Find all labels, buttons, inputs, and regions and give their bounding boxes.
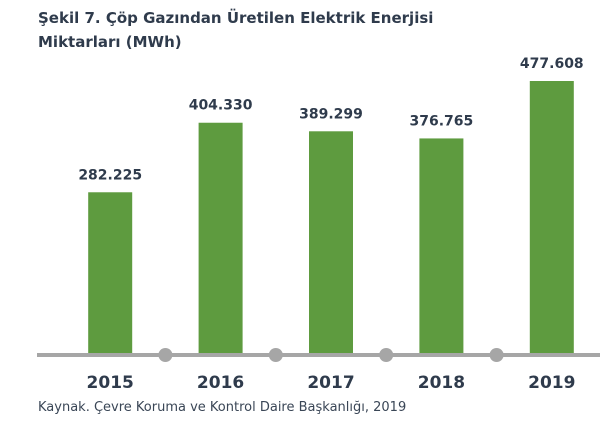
bar: [419, 138, 464, 353]
chart-title: Şekil 7. Çöp Gazından Üretilen Elektrik …: [38, 9, 434, 51]
value-label: 477.608: [520, 56, 584, 72]
bar: [529, 81, 574, 353]
bar: [198, 122, 243, 353]
value-label: 376.765: [410, 113, 474, 129]
value-label: 389.299: [299, 106, 363, 122]
source-note: Kaynak. Çevre Koruma ve Kontrol Daire Ba…: [38, 400, 407, 415]
x-tick-label: 2018: [418, 373, 465, 393]
axis-dot: [379, 348, 394, 362]
axis-dot: [489, 348, 504, 362]
x-tick-label: 2017: [307, 373, 354, 393]
x-tick-label: 2016: [197, 373, 244, 393]
bar: [88, 192, 133, 353]
axis-dot: [158, 348, 173, 362]
bar: [309, 131, 353, 353]
value-label: 282.225: [78, 167, 142, 183]
value-label: 404.330: [189, 98, 253, 114]
x-tick-label: 2015: [87, 373, 134, 393]
axis-dot: [268, 348, 283, 362]
x-tick-label: 2019: [528, 373, 575, 393]
